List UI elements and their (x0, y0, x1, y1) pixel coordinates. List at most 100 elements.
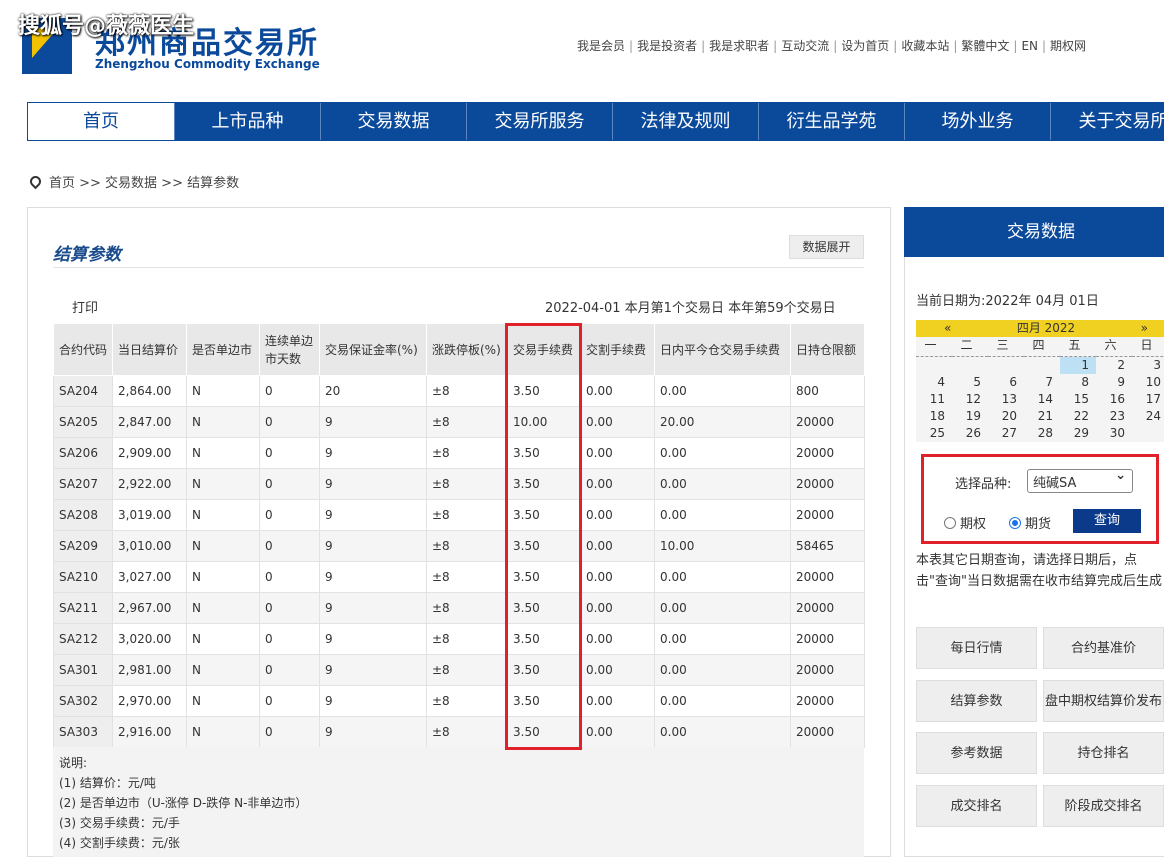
radio-option[interactable]: 期权 (944, 513, 986, 532)
table-cell: SA206 (53, 437, 113, 469)
top-link[interactable]: EN (1021, 39, 1038, 53)
calendar-day[interactable]: 21 (1037, 409, 1053, 423)
nav-item[interactable]: 法律及规则 (612, 103, 758, 140)
calendar-day[interactable]: 27 (1001, 426, 1017, 440)
calendar-day[interactable]: 5 (973, 375, 981, 389)
next-month-button[interactable]: » (1140, 321, 1148, 335)
calendar-day[interactable]: 10 (1145, 375, 1161, 389)
print-link[interactable]: 打印 (72, 301, 99, 316)
calendar-day (952, 357, 988, 374)
nav-item[interactable]: 交易所服务 (466, 103, 612, 140)
calendar-day[interactable]: 23 (1109, 409, 1125, 423)
watermark: 搜狐号@薇薇医生 (18, 14, 195, 39)
table-cell: N (186, 685, 260, 717)
table-cell: 3.50 (507, 375, 581, 407)
top-link[interactable]: 繁體中文 (961, 39, 1010, 53)
notes: 说明: (1) 结算价：元/吨 (2) 是否单边市（U-涨停 D-跌停 N-非单边市… (53, 747, 864, 857)
nav-item[interactable]: 交易数据 (320, 103, 466, 140)
top-link[interactable]: 互动交流 (781, 39, 830, 53)
calendar-day[interactable]: 2 (1117, 358, 1125, 372)
table-cell: 0 (259, 561, 320, 593)
hint-text: 本表其它日期查询，请选择日期后，点击"查询"当日数据需在收市结算完成后生成 (916, 553, 1162, 589)
sidebar-button[interactable]: 盘中期权结算价发布 (1043, 679, 1164, 722)
table-cell: 20000 (790, 561, 865, 593)
sidebar-button[interactable]: 阶段成交排名 (1043, 784, 1164, 827)
weekday: 三 (988, 337, 1024, 357)
radio-future[interactable]: 期货 (1009, 513, 1051, 532)
table-cell: N (186, 406, 260, 438)
calendar-day[interactable]: 25 (929, 426, 945, 440)
calendar-day[interactable]: 7 (1045, 375, 1053, 389)
calendar-day[interactable]: 22 (1073, 409, 1089, 423)
radio-label: 期货 (1025, 517, 1052, 532)
calendar-day[interactable]: 3 (1153, 358, 1161, 372)
table-cell: 2,847.00 (112, 406, 187, 438)
table-cell: SA204 (53, 375, 113, 407)
calendar-day[interactable]: 16 (1109, 392, 1125, 406)
calendar-day[interactable]: 29 (1073, 426, 1089, 440)
table-cell: 20 (319, 375, 427, 407)
calendar-day[interactable]: 24 (1145, 409, 1161, 423)
table-cell: 0.00 (580, 437, 655, 469)
product-select[interactable]: 纯碱SA (1027, 468, 1133, 493)
query-button[interactable]: 查询 (1073, 509, 1141, 533)
table-cell: N (186, 530, 260, 562)
calendar-day[interactable]: 18 (929, 409, 945, 423)
calendar-day[interactable]: 4 (937, 375, 945, 389)
table-cell: 0.00 (654, 437, 791, 469)
table-cell: 3.50 (507, 592, 581, 624)
calendar-day[interactable]: 9 (1117, 375, 1125, 389)
highlight-box-fee-column (505, 323, 582, 750)
calendar-day[interactable]: 11 (929, 392, 945, 406)
nav-item[interactable]: 衍生品学苑 (758, 103, 904, 140)
calendar-day[interactable]: 12 (965, 392, 981, 406)
table-cell: ±8 (426, 685, 508, 717)
prev-month-button[interactable]: « (944, 321, 952, 335)
nav-item[interactable]: 关于交易所 (1050, 103, 1164, 140)
calendar-day[interactable]: 6 (1009, 375, 1017, 389)
table-cell: 10.00 (654, 530, 791, 562)
logo-icon[interactable] (22, 18, 72, 74)
sidebar-button[interactable]: 参考数据 (916, 732, 1037, 774)
calendar-day[interactable]: 15 (1073, 392, 1089, 406)
calendar-day[interactable]: 1 (1060, 357, 1096, 374)
table-cell: 9 (319, 716, 427, 748)
nav-item[interactable]: 场外业务 (904, 103, 1050, 140)
calendar-day[interactable]: 13 (1001, 392, 1017, 406)
nav-item[interactable]: 上市品种 (174, 103, 320, 140)
radio-checked-icon[interactable] (1009, 516, 1021, 529)
sidebar-button[interactable]: 合约基准价 (1043, 627, 1164, 669)
calendar-day[interactable]: 30 (1109, 426, 1125, 440)
table-cell: 9 (319, 685, 427, 717)
table-cell: SA303 (53, 716, 113, 748)
calendar-day[interactable]: 28 (1037, 426, 1053, 440)
table-cell: 3.50 (507, 623, 581, 655)
breadcrumb-text[interactable]: 首页 >> 交易数据 >> 结算参数 (49, 176, 240, 191)
calendar-day[interactable]: 19 (965, 409, 981, 423)
calendar-day[interactable]: 17 (1145, 392, 1161, 406)
sidebar-button[interactable]: 每日行情 (916, 627, 1037, 669)
sidebar-button[interactable]: 结算参数 (916, 679, 1037, 722)
calendar-day[interactable]: 8 (1081, 375, 1089, 389)
table-cell: N (186, 561, 260, 593)
logo-cn[interactable]: 郑州商品交易所 (95, 26, 319, 61)
column-header: 交割手续费 (580, 323, 655, 376)
top-link[interactable]: 收藏本站 (901, 39, 950, 53)
top-link[interactable]: 我是会员 (577, 39, 626, 53)
settlement-table: 合约代码 当日结算价 是否单边市 连续单边市天数 交易保证金率(%) 涨跌停板(%) 交易手… (53, 323, 865, 748)
expand-data-button[interactable]: 数据展开 (789, 235, 864, 259)
calendar-day[interactable]: 20 (1001, 409, 1017, 423)
nav-item[interactable]: 首页 (28, 103, 174, 140)
separator: | (953, 39, 958, 53)
sidebar-button[interactable]: 成交排名 (916, 784, 1037, 827)
calendar-day[interactable]: 26 (965, 426, 981, 440)
table-cell: ±8 (426, 530, 508, 562)
top-link[interactable]: 我是投资者 (637, 39, 698, 53)
radio-icon[interactable] (944, 516, 956, 529)
top-link[interactable]: 我是求职者 (709, 39, 770, 53)
top-link[interactable]: 设为首页 (841, 39, 890, 53)
calendar-day[interactable]: 14 (1037, 392, 1053, 406)
top-link[interactable]: 期权网 (1050, 39, 1087, 53)
separator: | (1013, 39, 1018, 53)
sidebar-button[interactable]: 持仓排名 (1043, 732, 1164, 774)
